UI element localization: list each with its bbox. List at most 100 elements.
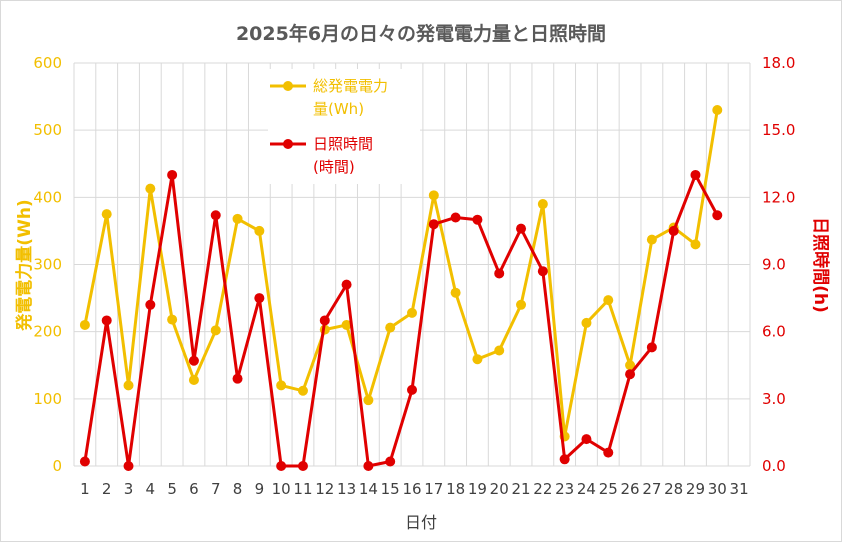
- right-tick-label: 6.0: [762, 323, 786, 341]
- data-point-sunshine: [407, 384, 417, 395]
- x-tick-label: 26: [621, 480, 640, 498]
- legend-label-sunshine: (時間): [313, 158, 355, 176]
- x-tick-label: 30: [708, 480, 727, 498]
- x-tick-label: 20: [490, 480, 509, 498]
- series-layer: [79, 105, 723, 471]
- data-point-generation: [79, 319, 90, 330]
- right-tick-label: 18.0: [762, 54, 795, 72]
- data-point-generation: [516, 299, 527, 310]
- legend-marker-sunshine: [283, 139, 293, 149]
- left-tick-label: 400: [33, 188, 62, 206]
- x-tick-label: 31: [730, 480, 749, 498]
- left-axis-title: 発電電力量(Wh): [14, 199, 35, 331]
- x-tick-label: 2: [102, 480, 112, 498]
- data-point-sunshine: [537, 266, 548, 277]
- data-point-generation: [276, 380, 287, 391]
- x-tick-label: 11: [293, 480, 312, 498]
- x-tick-label: 23: [555, 480, 574, 498]
- left-axis-ticks: 0 100 200 300 400 500 600: [33, 54, 62, 475]
- x-tick-label: 4: [146, 480, 156, 498]
- left-tick-label: 300: [33, 256, 62, 274]
- x-tick-label: 8: [233, 480, 243, 498]
- data-point-sunshine: [210, 210, 221, 221]
- data-point-generation: [472, 354, 483, 365]
- left-tick-label: 0: [52, 457, 62, 475]
- right-tick-label: 3.0: [762, 390, 786, 408]
- data-point-sunshine: [472, 214, 483, 225]
- x-tick-label: 28: [664, 480, 683, 498]
- data-point-sunshine: [646, 342, 657, 353]
- data-point-sunshine: [690, 169, 701, 180]
- data-point-sunshine: [341, 279, 352, 290]
- right-axis-ticks: 0.0 3.0 6.0 9.0 12.0 15.0 18.0: [762, 54, 795, 475]
- x-tick-label: 29: [686, 480, 705, 498]
- right-axis-title: 日照時間(h): [810, 217, 831, 313]
- legend-box: [268, 69, 420, 184]
- x-tick-label: 21: [511, 480, 530, 498]
- x-tick-label: 9: [255, 480, 265, 498]
- data-point-generation: [407, 307, 417, 318]
- data-point-sunshine: [276, 461, 287, 471]
- legend-label-sunshine: 日照時間: [313, 135, 373, 153]
- data-point-generation: [581, 317, 592, 328]
- left-tick-label: 600: [33, 54, 62, 72]
- x-axis-title: 日付: [405, 513, 437, 532]
- data-point-sunshine: [603, 447, 614, 458]
- x-tick-label: 22: [533, 480, 552, 498]
- series-line-sunshine: [83, 173, 719, 468]
- data-point-sunshine: [516, 223, 527, 234]
- data-point-generation: [188, 375, 199, 386]
- x-tick-label: 12: [315, 480, 334, 498]
- data-point-sunshine: [319, 315, 330, 326]
- data-point-sunshine: [167, 169, 178, 180]
- left-tick-label: 200: [33, 323, 62, 341]
- data-point-generation: [363, 395, 374, 406]
- x-tick-label: 25: [599, 480, 618, 498]
- data-point-generation: [167, 314, 178, 325]
- data-point-sunshine: [123, 461, 134, 471]
- data-point-generation: [210, 325, 221, 336]
- data-point-generation: [101, 209, 112, 220]
- right-tick-label: 0.0: [762, 457, 786, 475]
- data-point-generation: [690, 239, 701, 250]
- x-tick-label: 7: [211, 480, 221, 498]
- data-point-sunshine: [297, 461, 308, 471]
- x-tick-label: 5: [167, 480, 177, 498]
- data-point-sunshine: [363, 461, 374, 471]
- data-point-sunshine: [712, 210, 723, 221]
- x-tick-label: 18: [446, 480, 465, 498]
- right-tick-label: 9.0: [762, 256, 786, 274]
- data-point-sunshine: [79, 456, 90, 467]
- data-point-generation: [625, 360, 636, 371]
- x-axis-ticks: 1 2 3 4 5 6 7 8 9 10 11 12 13 14 15 16 17 18 19 20 21 22 23 24 2…: [80, 480, 749, 498]
- x-tick-label: 13: [337, 480, 356, 498]
- data-point-generation: [297, 385, 308, 396]
- left-tick-label: 500: [33, 121, 62, 139]
- data-point-generation: [341, 319, 352, 330]
- x-tick-label: 24: [577, 480, 596, 498]
- data-point-sunshine: [145, 299, 156, 310]
- legend-marker-generation: [283, 81, 293, 91]
- data-point-generation: [145, 183, 156, 194]
- legend-label-generation: 量(Wh): [313, 100, 364, 118]
- data-point-sunshine: [101, 315, 112, 326]
- data-point-sunshine: [625, 369, 636, 380]
- legend-label-generation: 総発電電力: [313, 77, 388, 95]
- data-point-sunshine: [232, 373, 243, 384]
- x-tick-label: 10: [272, 480, 291, 498]
- data-point-sunshine: [450, 212, 461, 223]
- data-point-generation: [232, 213, 243, 224]
- data-point-generation: [537, 199, 548, 210]
- right-tick-label: 15.0: [762, 121, 795, 139]
- data-point-generation: [646, 234, 657, 245]
- data-point-generation: [428, 190, 439, 201]
- x-tick-label: 15: [381, 480, 400, 498]
- data-point-sunshine: [385, 456, 396, 467]
- right-tick-label: 12.0: [762, 188, 795, 206]
- data-point-sunshine: [428, 219, 439, 230]
- data-point-generation: [603, 295, 614, 306]
- chart-title: 2025年6月の日々の発電電力量と日照時間: [236, 22, 606, 45]
- series-line-generation: [83, 109, 719, 438]
- data-point-sunshine: [188, 355, 199, 366]
